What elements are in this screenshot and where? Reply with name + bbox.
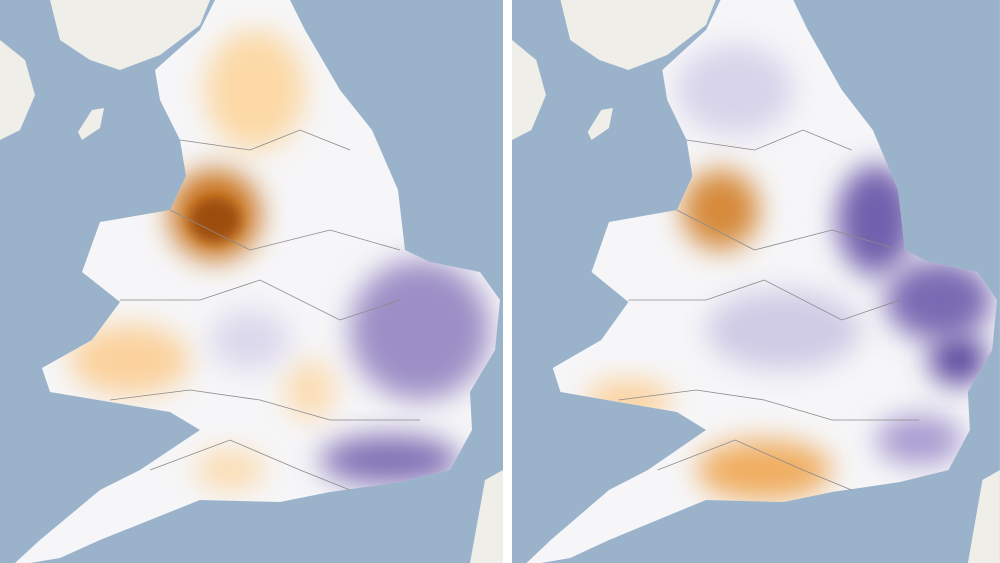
purple-area [706, 290, 862, 370]
orange-area [190, 198, 240, 242]
left-map [0, 0, 503, 563]
shading [584, 45, 993, 500]
purple-area [885, 260, 993, 340]
orange-area [285, 360, 335, 420]
orange-area [205, 30, 305, 150]
purple-area [875, 415, 964, 465]
orange-area [696, 440, 833, 500]
boundaries [618, 129, 920, 491]
shading [70, 30, 490, 490]
divider [503, 0, 512, 563]
purple-area [210, 310, 290, 370]
right-map [512, 0, 1000, 563]
orange-area [70, 325, 190, 395]
purple-area [320, 435, 460, 485]
orange-area [195, 450, 265, 490]
purple-area [929, 335, 988, 385]
purple-area [676, 45, 794, 135]
orange-area [681, 170, 760, 250]
purple-area [350, 260, 490, 400]
boundaries [109, 129, 420, 491]
purple-area [836, 165, 915, 275]
